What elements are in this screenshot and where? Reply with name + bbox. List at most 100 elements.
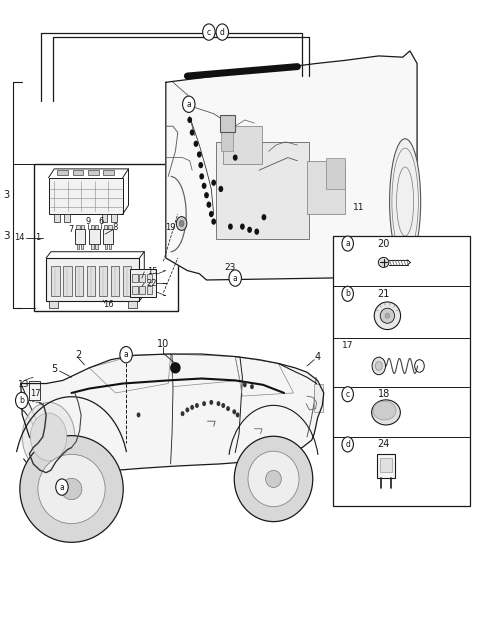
Circle shape xyxy=(211,179,216,186)
Text: 23: 23 xyxy=(225,263,236,272)
Circle shape xyxy=(209,211,214,217)
Ellipse shape xyxy=(248,451,299,507)
Circle shape xyxy=(233,155,238,161)
Text: 18: 18 xyxy=(377,389,390,399)
Ellipse shape xyxy=(265,470,281,487)
Bar xyxy=(147,286,153,294)
Text: 19: 19 xyxy=(165,223,176,232)
Bar xyxy=(111,265,120,296)
Circle shape xyxy=(15,392,28,409)
Polygon shape xyxy=(21,354,324,471)
Text: 15: 15 xyxy=(147,267,157,276)
Bar xyxy=(216,142,310,239)
Bar xyxy=(105,244,107,248)
Bar xyxy=(108,225,112,228)
Text: c: c xyxy=(207,28,211,36)
Circle shape xyxy=(216,24,228,40)
Text: 14: 14 xyxy=(13,233,24,242)
Text: 4: 4 xyxy=(314,352,321,362)
Ellipse shape xyxy=(378,257,389,267)
Circle shape xyxy=(342,387,353,402)
Circle shape xyxy=(254,228,259,235)
Circle shape xyxy=(216,401,220,406)
Bar xyxy=(140,274,145,282)
Text: b: b xyxy=(345,289,350,298)
Circle shape xyxy=(180,411,184,416)
Bar xyxy=(72,170,83,175)
Text: d: d xyxy=(345,440,350,449)
Circle shape xyxy=(190,405,194,410)
Bar xyxy=(132,286,138,294)
Text: 17: 17 xyxy=(30,389,40,398)
Bar xyxy=(123,265,132,296)
Circle shape xyxy=(228,223,233,230)
Bar xyxy=(99,265,108,296)
Bar xyxy=(48,177,123,214)
Text: 13: 13 xyxy=(18,381,29,389)
Text: 6: 6 xyxy=(98,217,103,226)
Text: a: a xyxy=(186,100,191,109)
Circle shape xyxy=(218,186,223,192)
Bar xyxy=(64,214,70,221)
Bar xyxy=(91,225,94,228)
Bar xyxy=(75,265,84,296)
Circle shape xyxy=(137,413,141,418)
Text: 5: 5 xyxy=(52,364,58,374)
Bar xyxy=(314,384,323,412)
Bar xyxy=(223,126,262,164)
Ellipse shape xyxy=(385,313,390,318)
Bar xyxy=(76,225,80,228)
Circle shape xyxy=(190,130,194,136)
Circle shape xyxy=(198,162,203,169)
Text: 12: 12 xyxy=(88,480,100,490)
Circle shape xyxy=(202,182,206,189)
Bar xyxy=(58,170,68,175)
Circle shape xyxy=(206,201,211,208)
Bar xyxy=(34,164,178,311)
Bar xyxy=(95,225,98,228)
Circle shape xyxy=(262,214,266,220)
Circle shape xyxy=(221,403,225,408)
Ellipse shape xyxy=(372,400,400,425)
Bar xyxy=(103,170,114,175)
Circle shape xyxy=(250,384,254,389)
Circle shape xyxy=(176,216,187,230)
Text: d: d xyxy=(220,28,225,36)
Text: 17: 17 xyxy=(342,342,353,350)
Bar xyxy=(102,214,108,221)
Ellipse shape xyxy=(373,401,396,420)
Ellipse shape xyxy=(380,308,395,323)
Bar xyxy=(91,244,94,248)
Circle shape xyxy=(342,286,353,301)
Text: 24: 24 xyxy=(377,440,390,449)
Text: 8: 8 xyxy=(113,223,118,232)
Bar xyxy=(63,265,72,296)
Bar xyxy=(380,458,392,472)
Bar xyxy=(140,286,145,294)
Text: c: c xyxy=(346,390,350,399)
Circle shape xyxy=(204,192,209,198)
Bar xyxy=(54,214,60,221)
Text: b: b xyxy=(19,396,24,405)
Bar xyxy=(96,244,98,248)
Bar xyxy=(130,269,156,297)
Circle shape xyxy=(226,406,230,411)
Bar xyxy=(377,454,395,477)
Ellipse shape xyxy=(38,454,105,524)
Bar xyxy=(75,228,85,244)
Bar xyxy=(103,228,113,244)
Text: 20: 20 xyxy=(377,238,390,248)
Circle shape xyxy=(232,409,236,415)
Circle shape xyxy=(187,117,192,123)
Bar xyxy=(104,225,108,228)
Circle shape xyxy=(202,401,206,406)
Polygon shape xyxy=(166,51,417,280)
Circle shape xyxy=(342,437,353,452)
Text: 3: 3 xyxy=(3,231,10,241)
Ellipse shape xyxy=(170,362,180,374)
Bar xyxy=(77,244,79,248)
Ellipse shape xyxy=(390,139,420,264)
Bar xyxy=(128,301,137,308)
Circle shape xyxy=(22,403,75,471)
Circle shape xyxy=(209,400,213,405)
